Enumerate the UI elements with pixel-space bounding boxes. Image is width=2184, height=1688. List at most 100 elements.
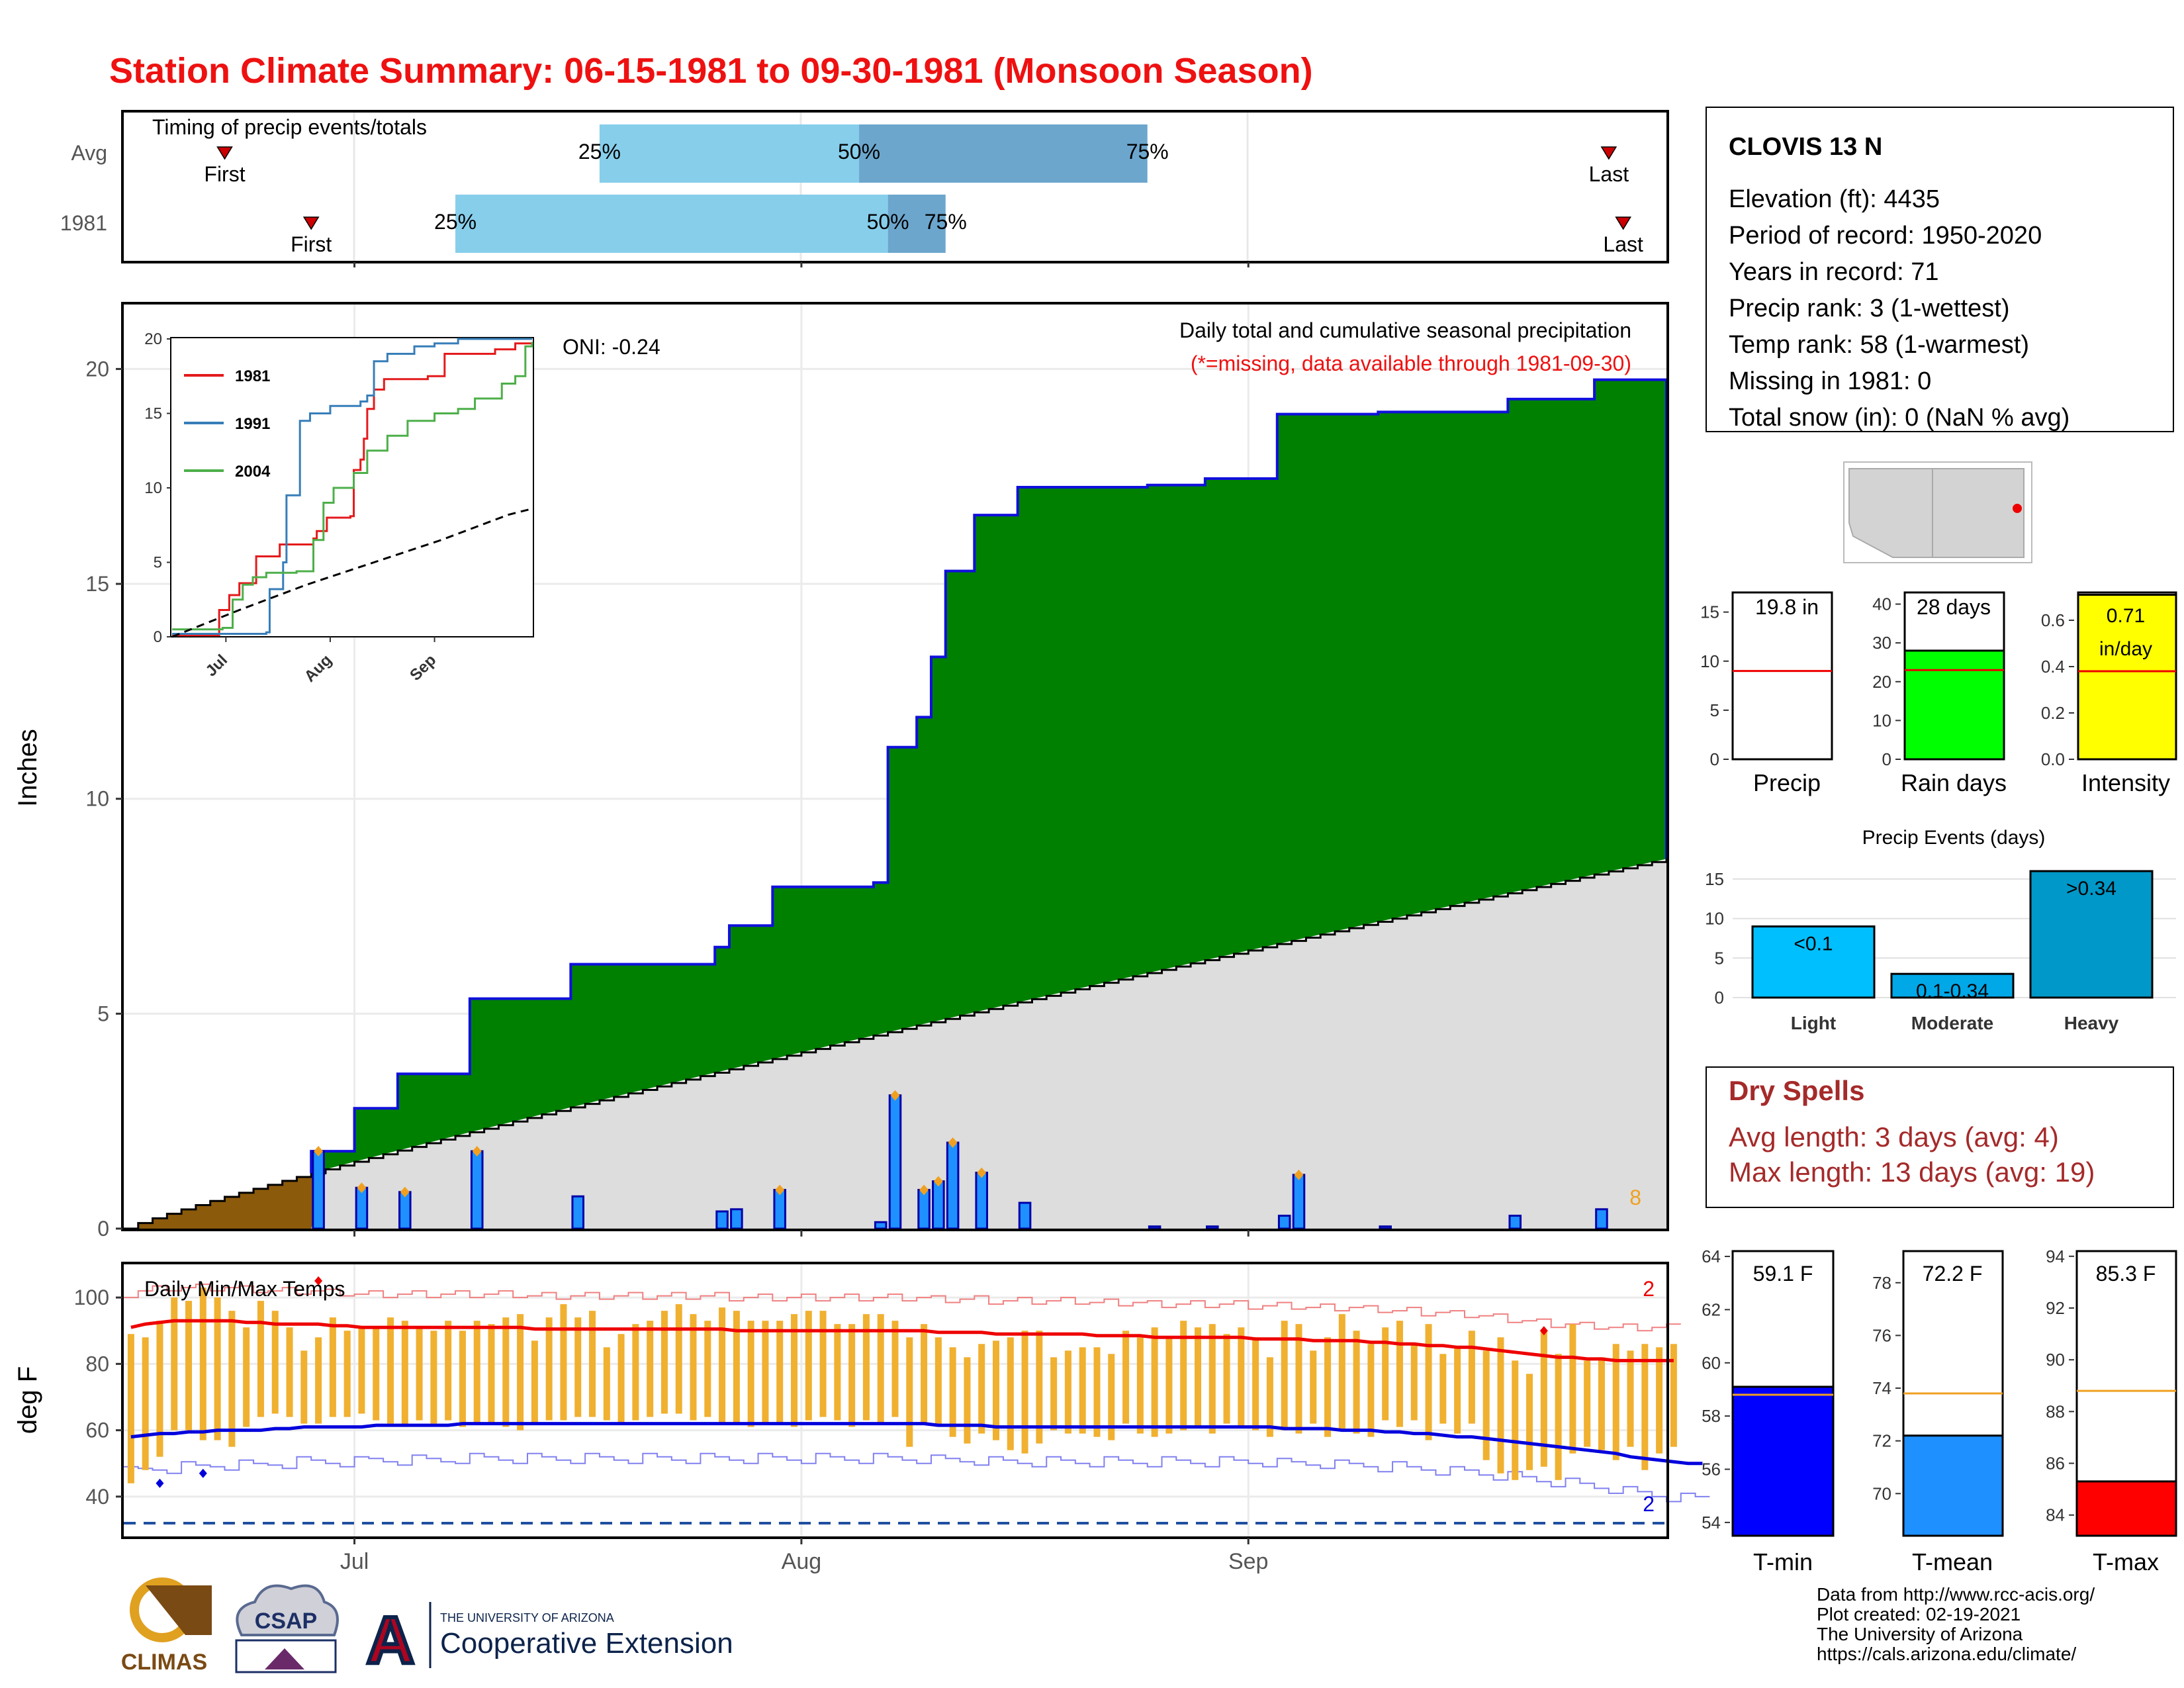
tmean-summary-y-tick-label: 72 — [1872, 1431, 1891, 1451]
daily-temp-bar — [1223, 1334, 1230, 1424]
timing-bar-50-75 — [887, 195, 946, 253]
daily-temp-bar — [1093, 1347, 1101, 1437]
daily-temp-bar — [1310, 1350, 1317, 1424]
daily-temp-bar — [1208, 1324, 1216, 1434]
daily-precip-bar — [946, 1141, 960, 1230]
daily-temp-bar — [1281, 1321, 1288, 1430]
temp-frame — [121, 1262, 1669, 1539]
timing-row-label-1981: 1981 — [60, 211, 107, 235]
daily-temp-bar — [1353, 1331, 1360, 1434]
daily-temp-bar — [762, 1321, 769, 1424]
daily-temp-bar — [1064, 1350, 1071, 1434]
station-line: Missing in 1981: 0 — [1729, 367, 1931, 395]
daily-temp-bar — [1454, 1347, 1461, 1434]
timing-bar-50-75 — [859, 124, 1148, 183]
precip-summary-y-tick-label: 5 — [1710, 700, 1719, 720]
daily-precip-bar — [1277, 1215, 1291, 1230]
daily-temp-bar — [1396, 1321, 1403, 1427]
events-bar — [1751, 925, 1876, 999]
station-line: Temp rank: 58 (1-warmest) — [1729, 331, 2029, 359]
events-bar-value-label: >0.34 — [2066, 878, 2116, 900]
daily-temp-bar — [1627, 1350, 1634, 1447]
climas-landscape-icon — [146, 1585, 212, 1635]
timing-bar-25-50 — [455, 195, 888, 253]
daily-temp-bar — [517, 1314, 524, 1430]
daily-temp-bar — [660, 1311, 668, 1414]
temp-y-tick-label: 80 — [85, 1352, 109, 1376]
tmean-summary-y-tick-label: 78 — [1872, 1273, 1891, 1293]
daily-temp-bar — [315, 1337, 322, 1424]
daily-temp-bar — [171, 1297, 178, 1430]
legend-label-2004: 2004 — [235, 463, 271, 481]
daily-temp-bar — [1482, 1350, 1490, 1460]
daily-temp-bar — [1252, 1337, 1259, 1430]
tmax-summary-y-tick-label: 90 — [2046, 1350, 2065, 1370]
daily-precip-bar — [1018, 1201, 1032, 1230]
legend-label-1991: 1991 — [235, 415, 270, 433]
daily-temp-bar — [1656, 1347, 1663, 1454]
heavy-event-marker-icon — [400, 1186, 410, 1197]
temp-y-tick-label: 40 — [85, 1485, 109, 1509]
inset-y-tick-label: 20 — [144, 330, 162, 348]
tmax-summary-y-tick-label: 88 — [2046, 1401, 2065, 1421]
credit-line: Plot created: 02-19-2021 — [1817, 1604, 2021, 1624]
intensity-summary-y-tick-label: 0.0 — [2041, 749, 2065, 769]
inset-series-1991 — [172, 338, 532, 635]
credits: Data from http://www.rcc-acis.org/ Plot … — [1817, 1584, 2095, 1664]
daily-temp-bar — [271, 1311, 279, 1414]
precip-y-tick-label: 15 — [85, 572, 109, 596]
heavy-event-marker-icon — [890, 1090, 900, 1101]
tmax-summary-y-tick-label: 84 — [2046, 1505, 2065, 1525]
daily-temp-bar — [747, 1321, 754, 1427]
heavy-event-marker-icon — [472, 1146, 482, 1157]
temp-y-tick-label: 100 — [74, 1286, 109, 1309]
first-marker-icon — [216, 146, 233, 160]
daily-precip-bar — [773, 1189, 786, 1230]
tmin-value-label: 59.1 F — [1753, 1262, 1813, 1286]
record-low-line — [124, 1452, 1710, 1503]
first-marker-icon — [302, 216, 320, 230]
tmean-summary-y-tick-label: 74 — [1872, 1378, 1891, 1398]
temp-summary-bars: T-min T-mean T-max 54 56 58 60 62 64 70 72 74 76 7… — [1702, 1246, 2177, 1575]
daily-temp-bar — [632, 1324, 639, 1421]
inset-y-tick-label: 10 — [144, 479, 162, 497]
daily-temp-bar — [1526, 1374, 1533, 1470]
precip-y-tick-label: 10 — [85, 787, 109, 811]
daily-temp-bar — [329, 1317, 336, 1417]
precip-panel: 0 5 10 15 20 Inches Daily total and cumulati… — [13, 302, 1669, 1241]
temp-y-axis-label: deg F — [13, 1366, 42, 1434]
daily-temp-bar — [819, 1311, 827, 1417]
daily-temp-bar — [1036, 1331, 1043, 1444]
tmax-value-label: 85.3 F — [2096, 1262, 2156, 1286]
record-low-marker-icon — [156, 1478, 164, 1488]
locator-map — [1843, 461, 2032, 563]
inset-series-1981 — [172, 342, 533, 637]
heavy-event-marker-icon — [357, 1182, 367, 1194]
daily-temp-bar — [560, 1304, 567, 1421]
csap-cloud-icon — [236, 1584, 339, 1636]
daily-precip-bar — [1205, 1225, 1219, 1230]
events-y-tick-label: 10 — [1705, 909, 1724, 929]
timing-p75-label: 75% — [1126, 140, 1169, 164]
inset-y-tick-label: 0 — [154, 628, 162, 646]
average-cumulative-area — [124, 859, 1666, 1229]
daily-temp-bar — [300, 1350, 308, 1424]
precip-count-label: 8 — [1629, 1186, 1641, 1209]
events-bar-value-label: <0.1 — [1794, 933, 1833, 955]
daily-temp-bar — [704, 1321, 711, 1417]
daily-temp-bar — [1367, 1344, 1375, 1437]
tmax-summary-value-bar — [2075, 1480, 2177, 1537]
daily-temp-bar — [1165, 1337, 1173, 1434]
inset-series-2004 — [172, 342, 533, 631]
summary-bars: Precip Rain days Intensity 0 5 10 15 0 10 20 30… — [1700, 591, 2177, 796]
tmin-summary-y-tick-label: 64 — [1702, 1246, 1721, 1266]
tmax-summary-label: T-max — [2093, 1548, 2159, 1575]
temp-x-tick-label: Aug — [782, 1549, 822, 1574]
legend-label-1981: 1981 — [235, 367, 270, 385]
last-label: Last — [1589, 162, 1629, 186]
daily-temp-bar — [1410, 1344, 1418, 1421]
daily-temp-bar — [1612, 1344, 1619, 1460]
rain-days-summary-value-bar — [1903, 649, 2005, 761]
precip-panel-title: Daily total and cumulative seasonal prec… — [1179, 318, 1631, 342]
